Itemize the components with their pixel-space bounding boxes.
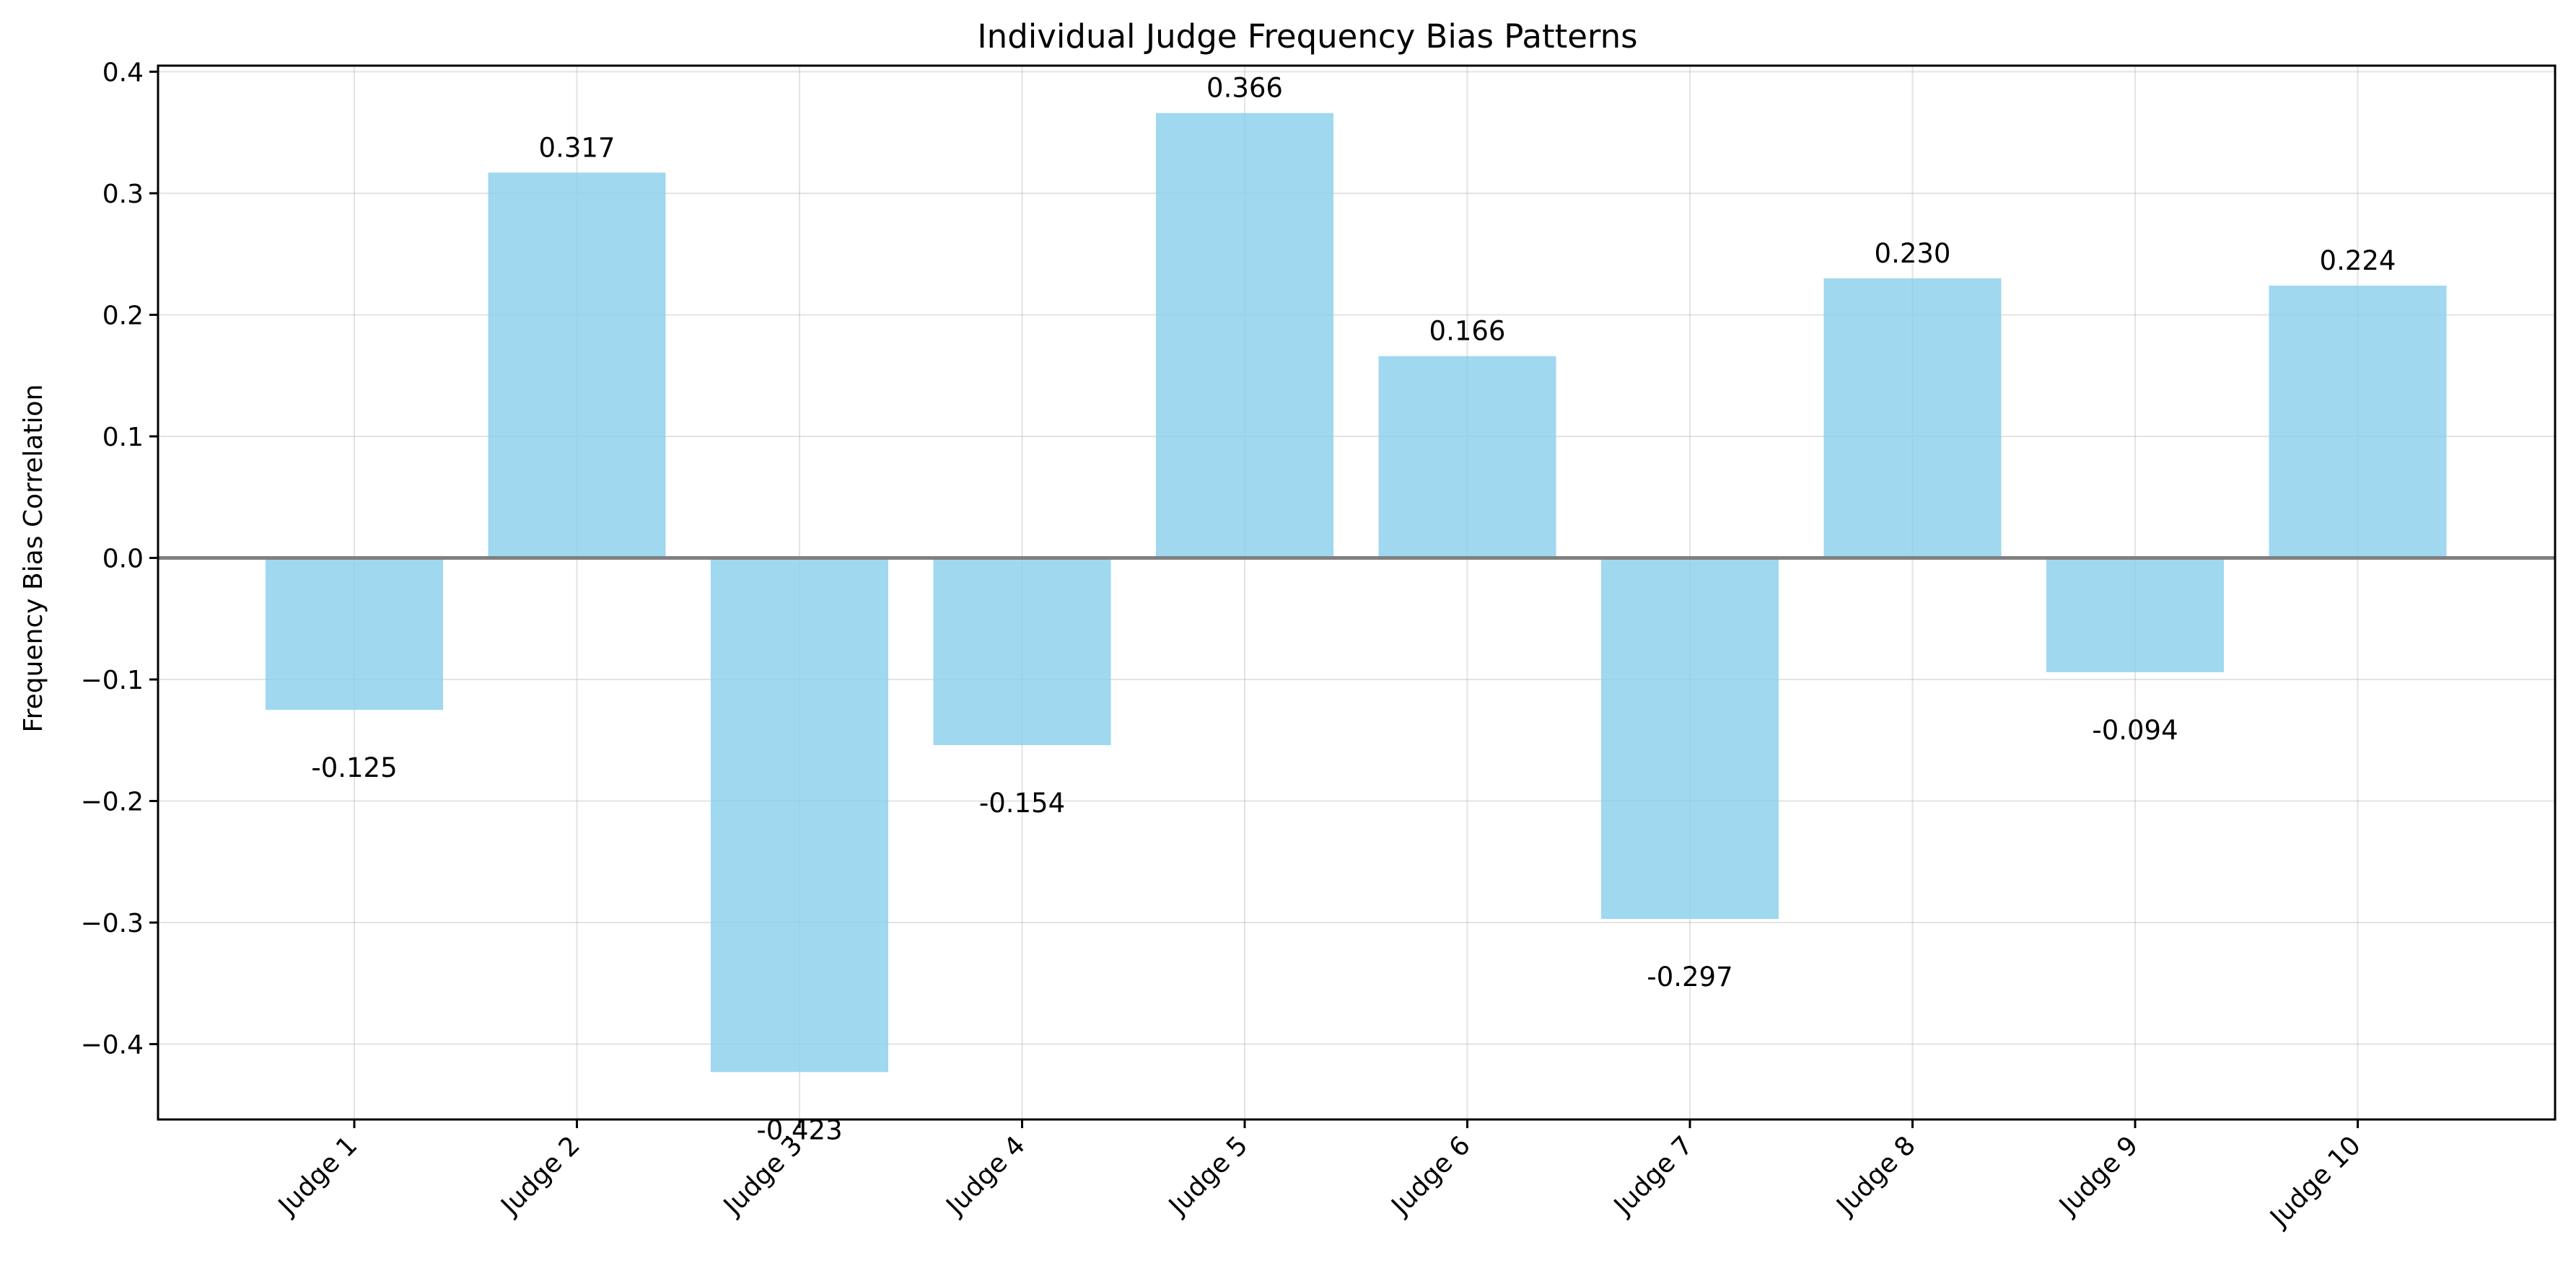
bar-6 (1378, 356, 1556, 558)
x-tick-label-2: Judge 2 (495, 1130, 586, 1221)
x-axis: Judge 1 Judge 2 Judge 3 Judge 4 Judge 5 Judge… (272, 1119, 2367, 1233)
y-axis-label: Frequency Bias Correlation (19, 384, 48, 733)
value-label-5: 0.366 (1206, 73, 1283, 104)
chart-title: Individual Judge Frequency Bias Patterns (977, 17, 1637, 56)
value-label-7: -0.297 (1647, 962, 1732, 993)
value-labels: -0.125 0.317 -0.423 -0.154 0.366 0.166 -0.297 0… (311, 73, 2396, 1146)
y-tick-label-6: 0.2 (102, 301, 144, 330)
value-label-6: 0.166 (1429, 316, 1506, 347)
bar-8 (1823, 278, 2002, 558)
x-tick-label-8: Judge 8 (1831, 1130, 1922, 1221)
x-tick-label-4: Judge 4 (940, 1130, 1031, 1221)
value-label-8: 0.230 (1875, 238, 1951, 269)
x-tick-label-5: Judge 5 (1162, 1130, 1253, 1221)
x-tick-label-7: Judge 7 (1608, 1130, 1699, 1221)
value-label-4: -0.154 (979, 788, 1065, 819)
value-label-2: 0.317 (539, 132, 615, 163)
bar-2 (488, 172, 666, 558)
x-tick-label-1: Judge 1 (272, 1130, 363, 1221)
y-tick-label-7: 0.3 (102, 180, 144, 209)
bar-10 (2269, 286, 2447, 558)
bar-9 (2046, 558, 2224, 672)
bars (266, 113, 2447, 1073)
y-tick-label-3: −0.1 (81, 666, 144, 695)
value-label-1: -0.125 (311, 752, 397, 783)
y-axis: −0.4 −0.3 −0.2 −0.1 0.0 0.1 0.2 0.3 0.4 (81, 58, 158, 1060)
value-label-3: -0.423 (756, 1114, 842, 1145)
x-tick-label-10: Judge 10 (2264, 1130, 2367, 1233)
x-tick-label-9: Judge 9 (2053, 1130, 2144, 1221)
bar-1 (266, 558, 443, 710)
y-tick-label-4: 0.0 (102, 544, 144, 573)
y-tick-label-0: −0.4 (81, 1031, 144, 1060)
y-tick-label-5: 0.1 (102, 423, 144, 452)
bar-5 (1156, 113, 1333, 558)
y-tick-label-2: −0.2 (81, 787, 144, 817)
bar-4 (933, 558, 1111, 745)
bar-3 (711, 558, 888, 1073)
value-label-10: 0.224 (2320, 245, 2396, 276)
bar-7 (1601, 558, 1779, 919)
y-tick-label-1: −0.3 (81, 909, 144, 938)
y-tick-label-8: 0.4 (102, 58, 144, 87)
x-tick-label-6: Judge 6 (1385, 1130, 1476, 1221)
plot-frame (157, 64, 2557, 1121)
value-label-9: -0.094 (2092, 715, 2178, 746)
